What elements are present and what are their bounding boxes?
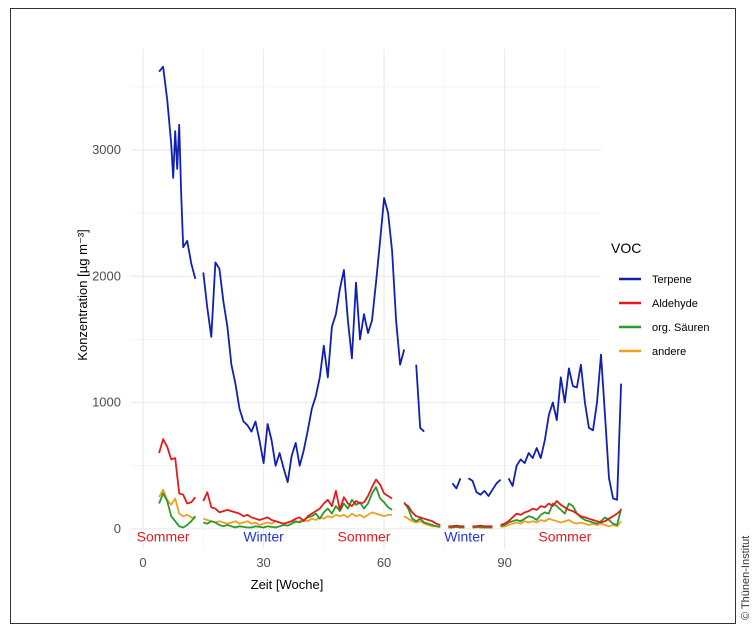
series-line	[403, 502, 441, 526]
season-label: Sommer	[538, 528, 591, 544]
series-line	[500, 502, 622, 528]
season-labels: Sommer Winter Sommer Winter Sommer	[137, 528, 592, 544]
series-line	[500, 517, 622, 528]
series-line	[158, 488, 196, 520]
y-tick-label: 1000	[92, 395, 121, 410]
series-line	[158, 438, 197, 505]
series-line	[203, 486, 393, 529]
series-aldehyde	[158, 438, 622, 528]
series-line	[448, 524, 465, 528]
legend-label: Aldehyde	[652, 298, 698, 310]
season-label: Winter	[444, 528, 485, 544]
grid	[131, 49, 601, 549]
series-line	[202, 478, 393, 525]
x-axis-title: Zeit [Woche]	[251, 577, 324, 592]
legend-label: org. Säuren	[652, 322, 709, 334]
season-label: Sommer	[338, 528, 391, 544]
y-tick-label: 2000	[92, 268, 121, 283]
series-line	[472, 524, 493, 528]
legend-label: andere	[652, 346, 686, 358]
y-axis-title: Konzentration [µg m⁻³]	[75, 229, 90, 360]
series-line	[158, 492, 197, 529]
chart-frame: Sommer Winter Sommer Winter Sommer 0 1000 2000…	[10, 8, 736, 624]
series-line	[415, 364, 425, 433]
series-line	[202, 197, 406, 484]
season-label: Winter	[243, 528, 284, 544]
series-line	[158, 65, 197, 280]
series-lines	[158, 65, 622, 529]
series-line	[467, 477, 502, 497]
x-tick-label: 60	[377, 555, 391, 570]
season-label: Sommer	[137, 528, 190, 544]
series-terpene	[158, 65, 622, 501]
y-tick-label: 3000	[92, 142, 121, 157]
series-line	[448, 526, 465, 529]
series-line	[500, 500, 622, 526]
series-line	[451, 477, 462, 490]
x-tick-label: 90	[497, 555, 511, 570]
x-axis-ticks: 0 30 60 90	[139, 555, 511, 570]
x-tick-label: 30	[256, 555, 270, 570]
line-chart: Sommer Winter Sommer Winter Sommer 0 1000 2000…	[75, 49, 709, 592]
y-axis-ticks: 0 1000 2000 3000	[92, 142, 121, 536]
series-org-s-uren	[158, 486, 622, 529]
x-tick-label: 0	[139, 555, 146, 570]
series-line	[403, 501, 441, 528]
y-tick-label: 0	[114, 521, 121, 536]
legend-label: Terpene	[652, 274, 692, 286]
legend: VOC Terpene Aldehyde org. Säuren andere	[611, 240, 709, 358]
legend-title: VOC	[611, 240, 641, 256]
series-line	[507, 353, 622, 501]
credit-text: © Thünen-Institut	[740, 535, 752, 620]
